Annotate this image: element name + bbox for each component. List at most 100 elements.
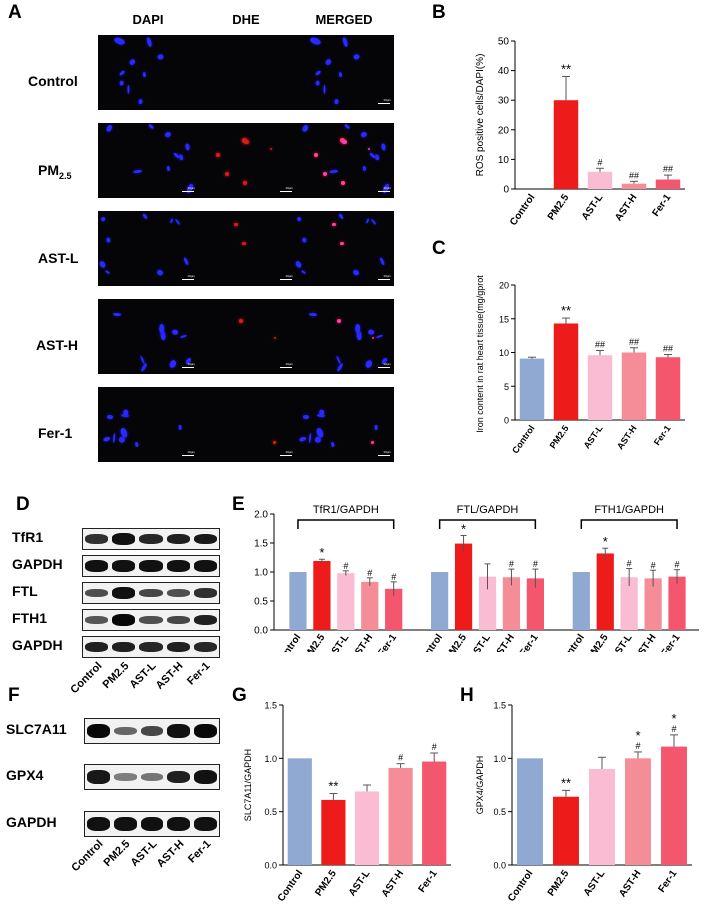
x-tick-label-pm2-5: PM2.5: [302, 632, 328, 652]
ros-signal: [234, 222, 239, 227]
group-bracket: [297, 519, 395, 529]
ros-signal: [273, 337, 276, 340]
x-tick-label-fer-1: Fer-1: [659, 632, 682, 652]
nucleus-cell: [140, 363, 148, 372]
y-tick-label: 2.0: [254, 510, 268, 521]
blot-strip-tfr1-0: [82, 528, 220, 550]
micrograph-pm2-5-merged: 10μm: [294, 123, 394, 198]
nucleus-cell: [324, 58, 332, 66]
blot-band: [193, 614, 217, 626]
nucleus-cell: [322, 84, 326, 94]
blot-band: [166, 615, 190, 625]
chart-e-iron-proteins: 0.0 0.5 1.0 1.5 2.0 TfR1/GAPDH Control * PM2.5 # A…: [254, 504, 699, 652]
nucleus-cell: [343, 123, 351, 130]
x-tick-label-ast-h: AST-H: [613, 192, 639, 223]
scale-bar-label: 10μm: [383, 186, 391, 190]
micrograph-ast-h-merged: 10μm: [294, 299, 394, 374]
blot-band: [87, 770, 110, 784]
bar-fth1-gapdh-pm2-5: [596, 553, 614, 630]
nucleus-cell: [142, 71, 147, 78]
bar-fer-1: [422, 761, 447, 865]
significance-mark: #: [675, 560, 680, 570]
bar-ast-l: [354, 791, 380, 865]
scale-bar-label: 10μm: [383, 274, 391, 278]
significance-mark: ##: [595, 339, 605, 349]
scale-bar-label: 10μm: [187, 450, 195, 454]
bar-pm2-5: [553, 100, 579, 189]
x-tick-label-pm2-5: PM2.5: [585, 632, 611, 652]
bar-ftl-gapdh-pm2-5: [454, 543, 473, 630]
row-label-pm25: PM2.5: [38, 162, 72, 181]
blot-band: [140, 817, 164, 831]
nucleus-cell: [107, 414, 114, 419]
y-tick-label: 0: [503, 185, 509, 196]
scale-bar-label: 10μm: [285, 362, 293, 366]
nucleus-cell: [119, 80, 124, 86]
ros-signal: [216, 152, 221, 157]
micrograph-fer-1-dhe: 10μm: [196, 387, 296, 462]
nucleus-cell: [294, 260, 303, 270]
scale-bar: [378, 367, 390, 368]
significance-mark: #: [533, 559, 538, 569]
nucleus-cell: [179, 333, 187, 339]
blot-band: [139, 560, 163, 572]
x-tick-label-ast-l: AST-L: [609, 632, 635, 652]
y-axis-label: Iron content in rat heart tissue(mg/gpro…: [475, 275, 485, 433]
panel-letter-h: H: [460, 685, 474, 706]
blot-band: [113, 773, 137, 781]
blot-strip-ftl-2: [82, 582, 220, 604]
x-tick-label-pm2-5: PM2.5: [443, 632, 469, 652]
chart-g-slc7a11: 0.0 0.5 1.0 1.5 SLC7A11/GAPDH Control ** PM2.5 A…: [243, 701, 451, 904]
nucleus-cell: [375, 333, 383, 339]
blot-label-tfr1-0: TfR1: [12, 529, 44, 545]
nucleus-cell: [184, 143, 191, 151]
x-tick-label-pm2-5: PM2.5: [313, 868, 339, 898]
y-tick-label: 50: [498, 37, 510, 48]
bar-pm2-5: [553, 323, 579, 420]
nucleus-cell: [157, 54, 165, 61]
column-header-merged: MERGED: [315, 12, 373, 27]
bar-control: [287, 758, 312, 865]
nucleus-cell: [296, 215, 303, 222]
y-tick-label: 40: [498, 66, 510, 77]
y-tick-label: 1.5: [493, 701, 506, 711]
blot-band: [193, 560, 217, 572]
nucleus-cell: [171, 329, 179, 335]
nucleus-cell: [133, 169, 143, 174]
nucleus-cell: [298, 436, 308, 443]
y-tick-label: 1.0: [493, 754, 506, 764]
micrograph-ast-l-merged: 10μm: [294, 211, 394, 286]
significance-mark: #: [597, 157, 602, 167]
nucleus-cell: [158, 323, 164, 333]
scale-bar: [280, 191, 292, 192]
x-tick-label-fer-1: Fer-1: [650, 192, 673, 219]
panel-letter-f: F: [8, 685, 20, 706]
nucleus-cell: [338, 71, 343, 78]
nucleus-cell: [309, 36, 322, 47]
scale-bar-label: 10μm: [285, 186, 293, 190]
y-tick-label: 0.5: [254, 597, 268, 608]
nucleus-cell: [166, 166, 171, 172]
scale-bar: [378, 103, 390, 104]
nucleus-cell: [334, 98, 339, 105]
row-label-ast-h: AST-H: [36, 337, 78, 353]
x-tick-label-control: Control: [557, 632, 587, 652]
blot-band: [112, 614, 136, 626]
nucleus-cell: [315, 80, 320, 86]
nucleus-cell: [105, 124, 114, 133]
micrograph-control-dhe: [196, 35, 296, 110]
micrograph-ast-l-dapi: 10μm: [98, 211, 198, 286]
nucleus-cell: [338, 213, 345, 221]
group-title-ftl-gapdh: FTL/GAPDH: [457, 504, 519, 516]
bar-pm2-5: [553, 796, 579, 865]
nucleus-cell: [301, 124, 310, 133]
micrograph-fer-1-dapi: 10μm: [98, 387, 198, 462]
nucleus-cell: [112, 432, 117, 443]
bar-control: [517, 758, 543, 865]
nucleus-cell: [378, 256, 386, 266]
blot-label-gpx4-1: GPX4: [6, 767, 44, 783]
panel-letter-e: E: [232, 494, 245, 515]
scale-bar: [182, 455, 194, 456]
scale-bar-label: 10μm: [187, 186, 195, 190]
blot-label-gapdh-4: GAPDH: [12, 637, 63, 653]
